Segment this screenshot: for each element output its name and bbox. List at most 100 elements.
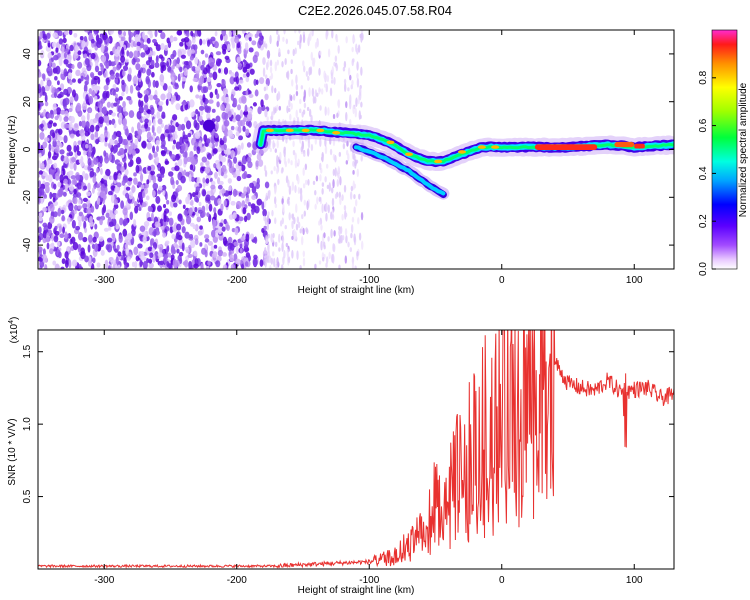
noise-blob xyxy=(46,242,50,250)
noise-blob xyxy=(326,184,330,190)
noise-blob xyxy=(278,247,281,252)
noise-blob xyxy=(87,244,91,253)
noise-blob xyxy=(228,214,234,220)
noise-blob xyxy=(353,153,356,161)
noise-blob xyxy=(72,241,79,251)
noise-blob xyxy=(194,238,199,246)
noise-blob xyxy=(150,212,154,222)
noise-blob xyxy=(197,209,203,214)
colorbar-tick-label: 0.4 xyxy=(698,166,709,180)
noise-blob xyxy=(157,205,162,212)
noise-blob xyxy=(190,176,195,182)
y-tick-label: 1.0 xyxy=(22,417,33,431)
noise-blob xyxy=(97,70,103,76)
noise-blob xyxy=(351,46,354,53)
noise-blob xyxy=(55,47,59,53)
noise-blob xyxy=(135,63,141,71)
noise-blob xyxy=(222,252,228,257)
noise-blob xyxy=(333,77,336,85)
noise-blob xyxy=(177,213,183,222)
noise-blob xyxy=(234,36,240,44)
ridge-peak xyxy=(634,143,645,149)
noise-blob xyxy=(288,212,291,221)
noise-blob xyxy=(147,246,153,252)
noise-blob xyxy=(230,93,234,101)
noise-blob xyxy=(111,112,117,117)
noise-blob xyxy=(142,261,148,269)
noise-blob xyxy=(243,116,247,122)
noise-blob xyxy=(63,30,69,36)
noise-blob xyxy=(232,173,237,178)
noise-blob xyxy=(63,100,67,110)
noise-blob xyxy=(93,30,99,35)
noise-blob xyxy=(42,222,48,228)
noise-blob xyxy=(242,66,248,73)
noise-blob xyxy=(215,260,221,268)
noise-blob xyxy=(238,135,243,141)
ridge-peak xyxy=(614,141,635,148)
noise-blob xyxy=(320,88,324,95)
y-tick-label: 20 xyxy=(22,96,33,108)
noise-blob xyxy=(189,55,194,61)
noise-blob xyxy=(252,102,258,107)
noise-blob xyxy=(152,182,159,190)
noise-blob xyxy=(319,105,322,111)
noise-blob xyxy=(43,194,48,199)
noise-blob xyxy=(114,210,118,215)
noise-blob xyxy=(117,172,122,180)
noise-blob xyxy=(124,148,128,153)
noise-blob xyxy=(214,88,218,96)
ridge-peak xyxy=(458,150,466,154)
noise-blob xyxy=(127,132,133,141)
noise-blob xyxy=(92,257,96,264)
noise-blob xyxy=(194,206,198,213)
noise-blob xyxy=(108,30,115,35)
noise-blob xyxy=(86,191,91,197)
noise-blob xyxy=(316,196,319,205)
noise-blob xyxy=(330,79,334,84)
noise-blob xyxy=(54,88,60,93)
noise-blob xyxy=(242,125,246,132)
noise-blob xyxy=(179,257,183,265)
noise-blob xyxy=(148,152,152,161)
noise-blob xyxy=(245,197,250,204)
noise-blob xyxy=(99,197,104,203)
noise-blob xyxy=(129,211,134,221)
noise-blob xyxy=(136,121,141,131)
noise-blob xyxy=(63,116,69,122)
noise-blob xyxy=(53,54,59,61)
noise-blob xyxy=(165,98,169,106)
noise-blob xyxy=(292,150,296,156)
noise-blob xyxy=(75,174,81,181)
noise-blob xyxy=(64,251,69,259)
noise-blob xyxy=(325,202,328,212)
noise-blob xyxy=(224,96,230,104)
noise-blob xyxy=(345,160,349,165)
noise-blob xyxy=(360,32,363,43)
noise-blob xyxy=(48,143,52,152)
snr-panel: -300 -200 -100 0 100 0.5 1.0 1.5 Height of stra… xyxy=(7,317,675,596)
noise-blob xyxy=(356,250,359,257)
noise-blob xyxy=(128,51,134,59)
noise-blob xyxy=(249,182,254,189)
noise-blob xyxy=(291,79,294,87)
noise-blob xyxy=(171,194,177,203)
noise-blob xyxy=(78,199,82,205)
noise-blob xyxy=(172,139,177,145)
noise-blob xyxy=(278,105,282,111)
noise-blob xyxy=(204,166,211,174)
noise-blob xyxy=(273,257,276,268)
noise-blob xyxy=(219,140,225,146)
noise-blob xyxy=(264,170,268,178)
noise-blob xyxy=(290,68,293,75)
noise-blob xyxy=(349,191,353,200)
noise-blob xyxy=(42,249,46,256)
noise-blob xyxy=(93,95,98,101)
noise-blob xyxy=(202,119,215,132)
noise-blob xyxy=(252,257,258,267)
noise-blob xyxy=(71,78,76,83)
noise-blob xyxy=(176,223,182,231)
noise-blob xyxy=(68,107,73,113)
noise-blob xyxy=(310,114,313,123)
noise-blob xyxy=(324,106,327,116)
